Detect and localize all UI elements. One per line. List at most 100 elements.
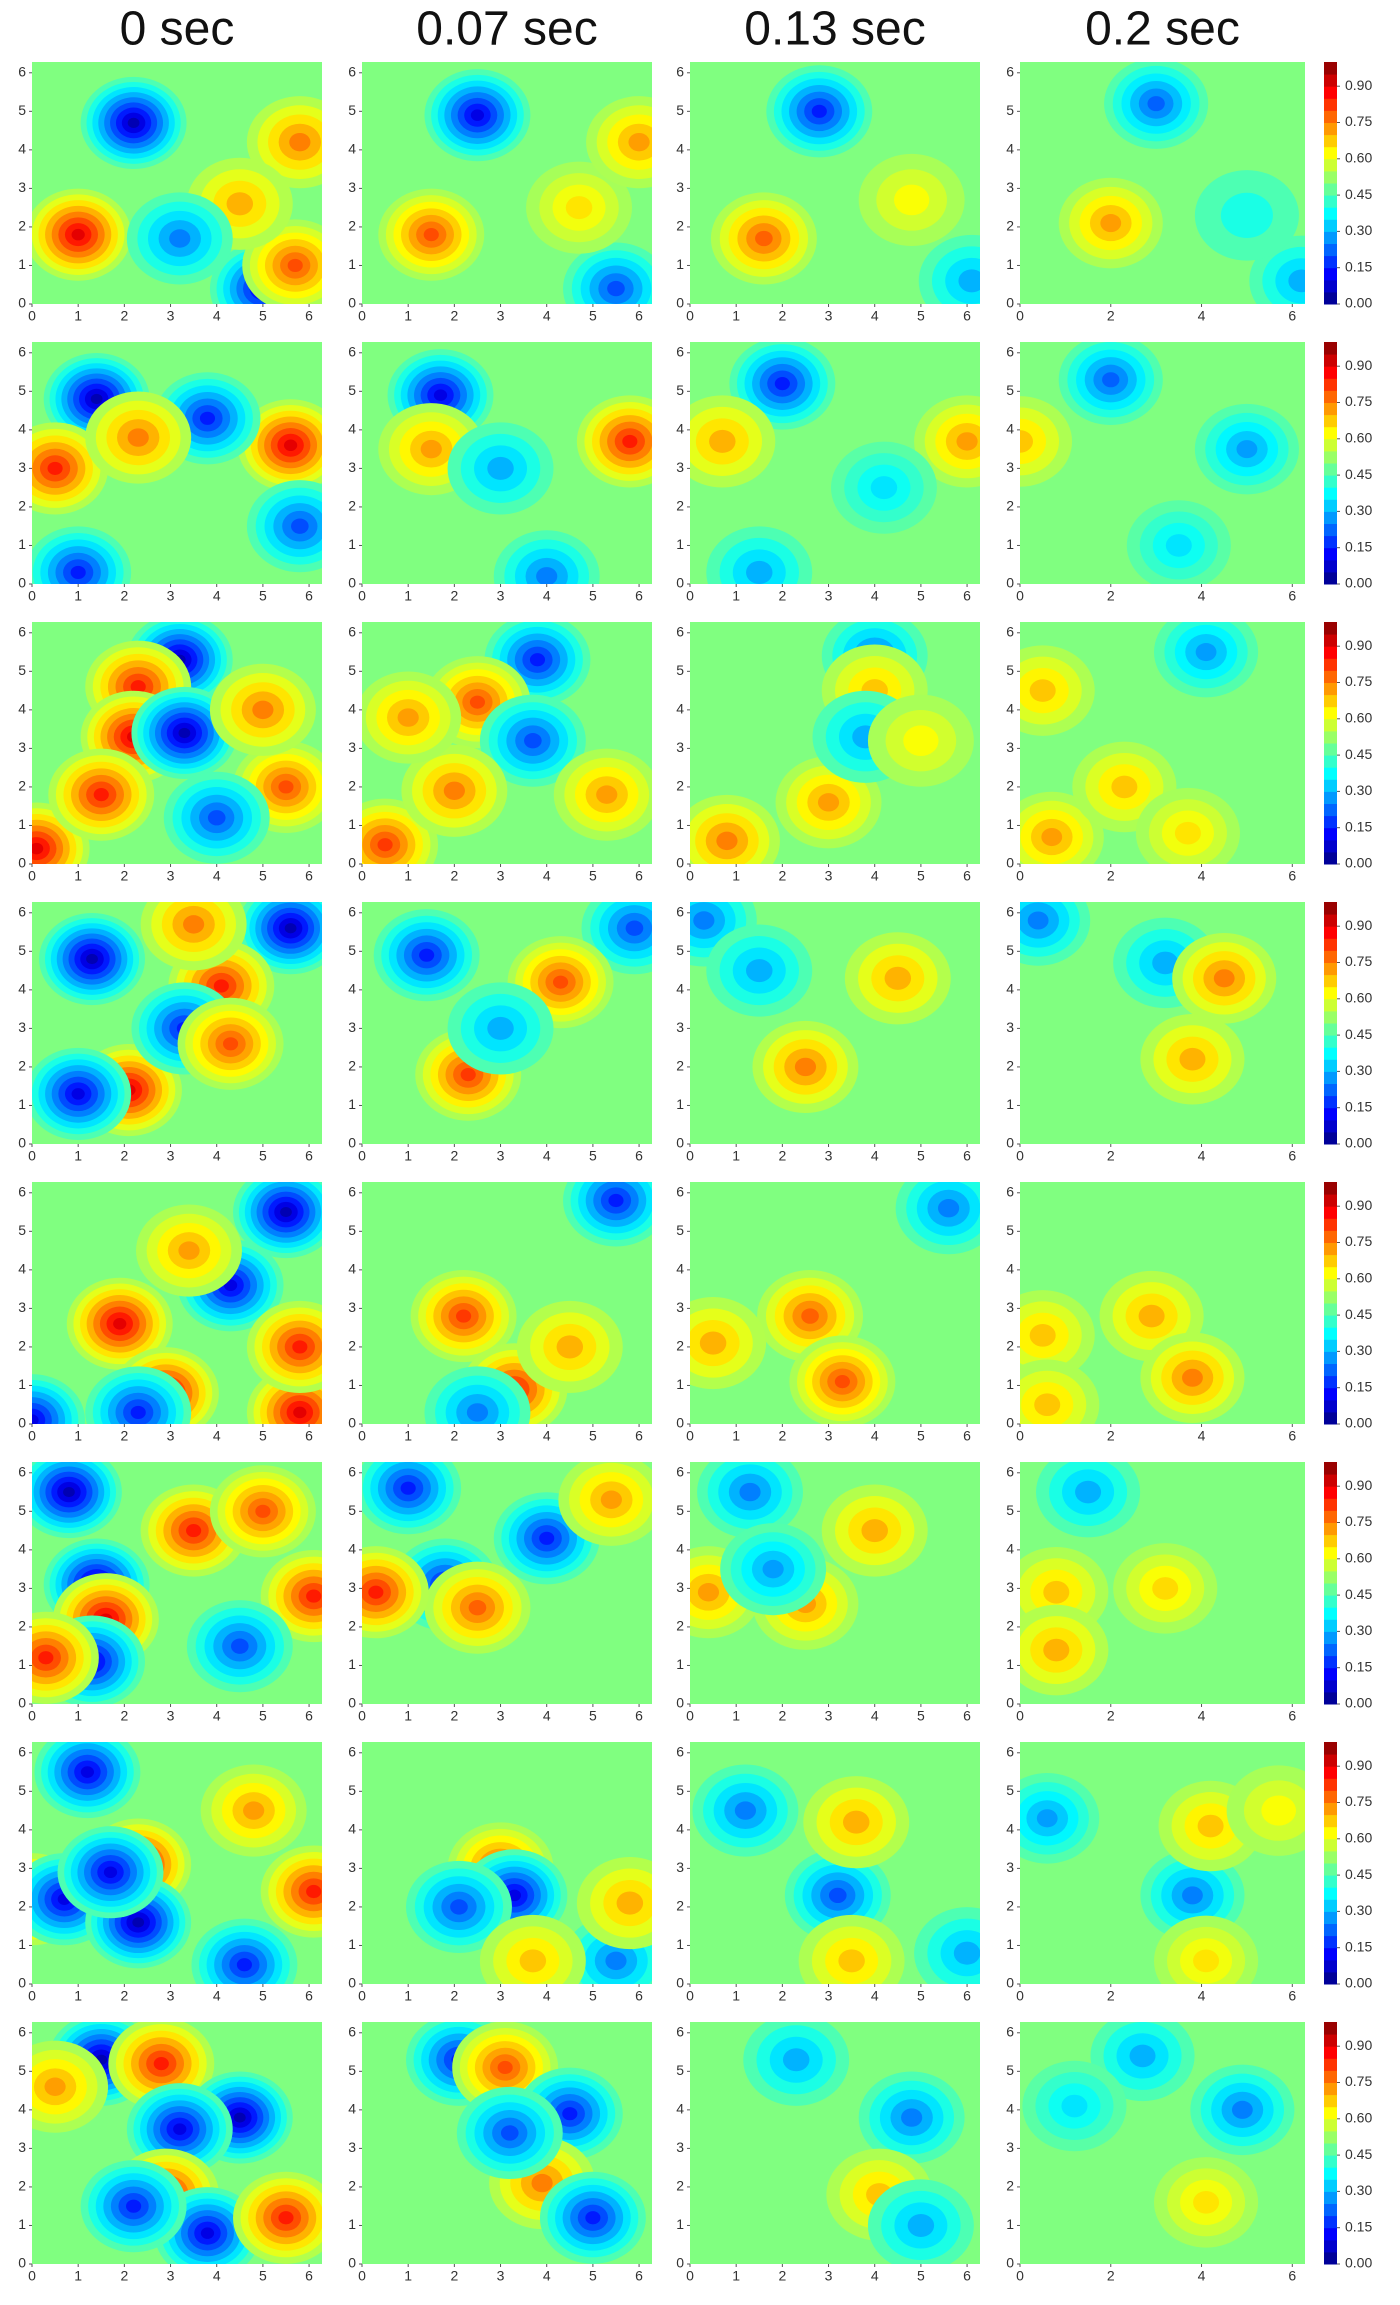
colorbar-tick-label: 0.45 xyxy=(1345,746,1372,762)
contour-band xyxy=(709,429,736,453)
x-tick-label: 6 xyxy=(963,868,971,884)
colorbar-band xyxy=(1324,998,1337,1012)
colorbar-tick-label: 0.30 xyxy=(1345,782,1372,798)
colorbar-band xyxy=(1324,2022,1337,2035)
x-tick-label: 3 xyxy=(497,1988,505,2004)
y-tick-label: 5 xyxy=(348,1222,356,1238)
y-tick-label: 4 xyxy=(18,981,26,997)
colorbar-band xyxy=(1324,827,1337,841)
y-tick-label: 2 xyxy=(348,1058,356,1074)
x-tick-label: 0 xyxy=(686,1988,694,2004)
colorbar-band xyxy=(1324,402,1337,416)
colorbar-band xyxy=(1324,779,1337,792)
contour-panel: 0 2 4 6 0 1 2 3 4 5 6 xyxy=(1006,342,1305,604)
x-tick-label: 2 xyxy=(450,1428,458,1444)
field-extremum xyxy=(200,1764,307,1857)
y-tick-label: 6 xyxy=(676,343,684,359)
x-tick-label: 6 xyxy=(635,1428,643,1444)
x-tick-label: 0 xyxy=(358,308,366,324)
y-tick-label: 2 xyxy=(348,1898,356,1914)
x-tick-label: 0 xyxy=(28,588,36,604)
colorbar: 0.00 0.15 0.30 0.45 0.60 0.75 0.90 xyxy=(1324,1182,1372,1431)
y-tick-label: 1 xyxy=(676,1936,684,1952)
colorbar-band xyxy=(1324,1826,1337,1840)
colorbar-band xyxy=(1324,74,1337,87)
x-tick-label: 2 xyxy=(1107,308,1115,324)
x-tick-label: 5 xyxy=(259,2268,267,2284)
field-extremum xyxy=(246,480,322,573)
x-tick-label: 0 xyxy=(28,868,36,884)
contour-band xyxy=(562,2107,578,2121)
contour-field xyxy=(1020,342,1305,584)
x-tick-label: 1 xyxy=(74,2268,82,2284)
colorbar-band xyxy=(1324,1242,1337,1256)
colorbar: 0.00 0.15 0.30 0.45 0.60 0.75 0.90 xyxy=(1324,62,1372,311)
x-tick-label: 2 xyxy=(1107,1428,1115,1444)
x-tick-label: 0 xyxy=(1016,1428,1024,1444)
y-tick-label: 2 xyxy=(1006,1058,1014,1074)
contour-band xyxy=(178,727,191,739)
colorbar-tick-label: 0.00 xyxy=(1345,295,1372,311)
contour-band xyxy=(600,1490,622,1509)
colorbar: 0.00 0.15 0.30 0.45 0.60 0.75 0.90 xyxy=(1324,622,1372,871)
x-tick-label: 6 xyxy=(635,2268,643,2284)
field-extremum xyxy=(1099,1270,1204,1362)
field-extremum xyxy=(186,1600,293,1693)
contour-field xyxy=(690,622,980,864)
contour-panel: 0 2 4 6 0 1 2 3 4 5 6 xyxy=(1006,902,1305,1164)
x-tick-label: 6 xyxy=(305,2268,313,2284)
x-tick-label: 6 xyxy=(963,308,971,324)
y-tick-label: 2 xyxy=(676,1338,684,1354)
contour-band xyxy=(130,680,146,694)
y-tick-label: 5 xyxy=(348,662,356,678)
x-tick-label: 0 xyxy=(358,1708,366,1724)
x-tick-label: 3 xyxy=(825,1428,833,1444)
contour-band xyxy=(32,842,44,855)
field-extremum xyxy=(447,422,554,515)
y-tick-label: 1 xyxy=(676,256,684,272)
y-tick-label: 4 xyxy=(676,981,684,997)
y-tick-label: 2 xyxy=(1006,778,1014,794)
colorbar-band xyxy=(1324,1691,1337,1705)
contour-band xyxy=(169,229,191,248)
contour-band xyxy=(1029,1324,1056,1347)
colorbar-band xyxy=(1324,974,1337,988)
colorbar-band xyxy=(1324,1522,1337,1536)
contour-band xyxy=(71,228,85,241)
y-tick-label: 5 xyxy=(676,1782,684,1798)
contour-panel: 0 1 2 3 4 5 6 0 1 2 3 4 5 6 xyxy=(348,2022,652,2284)
y-tick-label: 1 xyxy=(1006,1096,1014,1112)
field-extremum xyxy=(34,1742,141,1819)
colorbar-tick-label: 0.00 xyxy=(1345,575,1372,591)
y-tick-label: 2 xyxy=(676,1058,684,1074)
x-tick-label: 4 xyxy=(1198,1988,1206,2004)
contour-band xyxy=(608,1193,624,1208)
contour-band xyxy=(956,432,978,451)
y-tick-label: 6 xyxy=(18,623,26,639)
colorbar-band xyxy=(1324,2143,1337,2156)
column-title: 0.2 sec xyxy=(1085,3,1240,56)
x-tick-label: 0 xyxy=(1016,308,1024,324)
x-tick-label: 6 xyxy=(963,1708,971,1724)
x-tick-label: 3 xyxy=(497,1148,505,1164)
x-tick-label: 6 xyxy=(305,1428,313,1444)
contour-band xyxy=(607,280,625,297)
y-tick-label: 2 xyxy=(676,1898,684,1914)
x-tick-label: 4 xyxy=(871,1428,879,1444)
x-tick-label: 1 xyxy=(732,1708,740,1724)
contour-band xyxy=(178,1241,200,1260)
colorbar-band xyxy=(1324,1959,1337,1973)
x-tick-label: 0 xyxy=(686,1148,694,1164)
x-tick-label: 2 xyxy=(120,1988,128,2004)
y-tick-label: 2 xyxy=(348,1618,356,1634)
contour-band xyxy=(801,1308,819,1324)
field-extremum xyxy=(154,2187,261,2264)
colorbar-band xyxy=(1324,902,1337,915)
y-tick-label: 2 xyxy=(1006,1618,1014,1634)
field-extremum xyxy=(373,909,480,1002)
y-tick-label: 6 xyxy=(18,1183,26,1199)
y-tick-label: 5 xyxy=(348,942,356,958)
x-tick-label: 1 xyxy=(404,1988,412,2004)
field-extremum xyxy=(136,1204,242,1297)
